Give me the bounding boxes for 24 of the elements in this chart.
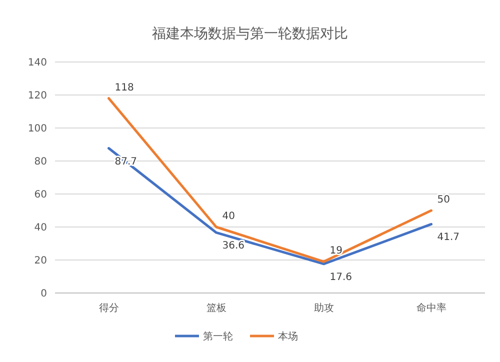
x-tick-label: 命中率: [416, 302, 446, 314]
line-series: [108, 97, 432, 263]
data-label: 41.7: [437, 232, 460, 244]
y-tick-label: 40: [34, 222, 47, 234]
data-label: 36.6: [222, 240, 245, 252]
x-tick-label: 助攻: [314, 302, 334, 314]
data-label: 19: [330, 246, 342, 257]
legend-label: 本场: [278, 330, 298, 342]
y-tick-label: 140: [28, 58, 47, 68]
data-label: 17.6: [330, 272, 352, 283]
x-tick-label: 得分: [98, 302, 119, 314]
y-tick-label: 100: [28, 124, 47, 134]
chart-title: 福建本场数据与第一轮数据对比: [152, 26, 348, 42]
y-tick-label: 80: [34, 156, 47, 168]
legend-label: 第一轮: [203, 330, 233, 342]
y-tick-label: 60: [34, 190, 47, 200]
data-label: 118: [114, 82, 134, 94]
y-tick-label: 20: [34, 256, 47, 266]
data-label: 50: [437, 194, 450, 206]
y-tick-label: 0: [40, 288, 47, 300]
data-label: 40: [222, 211, 235, 222]
y-tick-label: 120: [28, 90, 47, 102]
line-series: [108, 147, 432, 266]
x-tick-label: 篮板: [206, 302, 226, 314]
